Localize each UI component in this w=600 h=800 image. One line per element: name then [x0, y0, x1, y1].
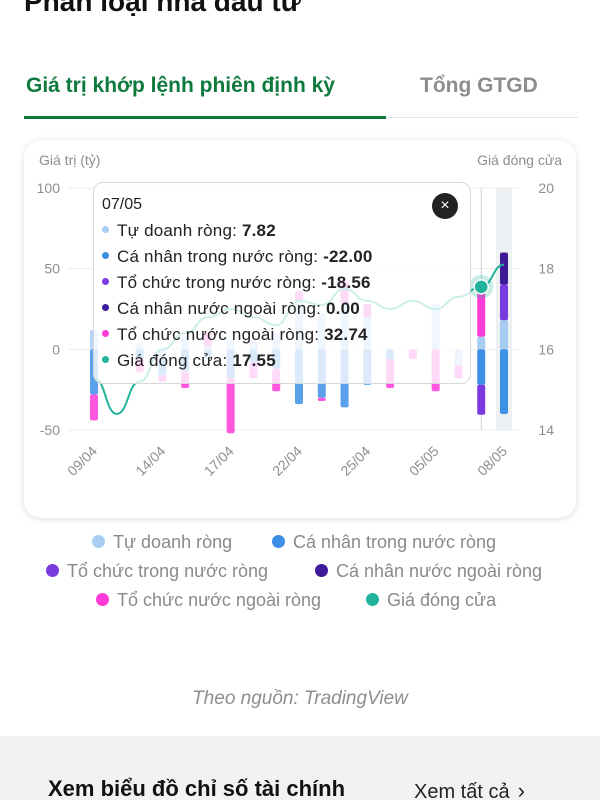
y-right-tick-label: 18 [538, 261, 554, 277]
tooltip-row: Tổ chức nước ngoài ròng: 32.74 [102, 325, 368, 345]
tooltip-dot-foreign-institution [102, 330, 109, 338]
investor-chart-card[interactable]: Giá trị (tỷ) Giá đóng cửa 100 50 0 -50 20 18 1… [24, 140, 576, 518]
tooltip-row: Giá đóng cửa: 17.55 [102, 351, 276, 371]
x-tick-label: 17/04 [201, 443, 237, 479]
tooltip-dot-domestic-institution [102, 278, 109, 286]
bar-segment [477, 336, 486, 350]
legend-label: Cá nhân nước ngoài ròng [336, 561, 542, 581]
bar-segment [226, 378, 235, 434]
tooltip-dot-domestic-individual [102, 252, 109, 260]
legend-item-close-price[interactable]: Giá đóng cửa [366, 590, 496, 611]
left-axis-title: Giá trị (tỷ) [39, 152, 101, 168]
tooltip-value: 17.55 [232, 351, 276, 370]
financial-chart-title: Xem biểu đồ chỉ số tài chính [48, 776, 346, 800]
y-right-tick-label: 14 [538, 422, 554, 438]
legend-item-domestic-individual[interactable]: Cá nhân trong nước ròng [272, 532, 496, 553]
close-icon[interactable]: × [432, 193, 458, 219]
x-tick-label: 08/05 [474, 443, 510, 479]
selected-point [473, 279, 489, 295]
legend-dot [272, 534, 285, 548]
y-left-tick-label: 0 [52, 341, 60, 357]
legend-row-1: Tự doanh ròng Cá nhân trong nước ròng [0, 532, 600, 554]
legend-row-3: Tổ chức nước ngoài ròng Giá đóng cửa [0, 590, 600, 612]
bar-segment [500, 349, 508, 414]
see-all-label: Xem tất cả [414, 781, 510, 800]
legend-label: Tổ chức nước ngoài ròng [117, 590, 322, 610]
tooltip-row: Tổ chức trong nước ròng: -18.56 [102, 273, 371, 293]
legend-dot [96, 592, 109, 606]
chevron-right-icon: › [517, 778, 525, 800]
section-title: Phân loại nhà đầu tư [24, 0, 301, 17]
tooltip-row: Cá nhân trong nước ròng: -22.00 [102, 247, 373, 267]
y-left-tick-label: -50 [40, 422, 60, 438]
tab-matched-value[interactable]: Giá trị khớp lệnh phiên định kỳ [26, 74, 335, 97]
tooltip-label: Cá nhân nước ngoài ròng: [117, 299, 326, 318]
bar-segment [500, 252, 508, 285]
source-text: Theo nguồn: TradingView [192, 688, 408, 709]
tooltip-value: 0.00 [326, 299, 360, 318]
tooltip-dot-close-price [102, 356, 109, 364]
legend-dot [92, 534, 105, 548]
bar-segment [477, 349, 486, 385]
tooltip-dot-foreign-individual [102, 304, 109, 312]
right-axis-title: Giá đóng cửa [477, 152, 562, 168]
bar-segment [477, 384, 486, 415]
y-right-tick-label: 20 [538, 180, 554, 196]
tooltip-value: 7.82 [241, 221, 276, 240]
tooltip-value: -22.00 [323, 247, 373, 266]
active-tab-indicator [24, 116, 386, 119]
tooltip-label: Tự doanh ròng: [117, 221, 242, 240]
bar-segment [90, 394, 98, 421]
tooltip-row: Tự doanh ròng: 7.82 [102, 221, 276, 241]
tooltip-label: Cá nhân trong nước ròng: [117, 247, 324, 266]
legend-item-foreign-individual[interactable]: Cá nhân nước ngoài ròng [315, 561, 542, 582]
tooltip-label: Tổ chức trong nước ròng: [117, 273, 322, 292]
tab-total-value[interactable]: Tổng GTGD [420, 74, 538, 97]
y-left-tick-label: 50 [44, 261, 60, 277]
bar-segment [477, 283, 486, 337]
tooltip-value: -18.56 [321, 273, 371, 292]
x-tick-label: 14/04 [132, 443, 168, 479]
bar-segment [500, 320, 508, 350]
tooltip-date: 07/05 [102, 196, 143, 213]
chart-tooltip: 07/05 × Tự doanh ròng: 7.82 Cá nhân tron… [93, 182, 471, 384]
legend-item-foreign-institution[interactable]: Tổ chức nước ngoài ròng [96, 590, 321, 611]
see-all-link[interactable]: Xem tất cả › [414, 778, 525, 800]
bar-segment [317, 397, 326, 401]
x-tick-label: 09/04 [64, 443, 100, 479]
legend-dot [46, 563, 59, 577]
tooltip-label: Giá đóng cửa: [117, 351, 233, 370]
tooltip-dot-proprietary [102, 226, 109, 234]
tooltip-row: Cá nhân nước ngoài ròng: 0.00 [102, 299, 360, 319]
x-tick-label: 05/05 [406, 443, 442, 479]
y-right-tick-label: 16 [538, 341, 554, 357]
legend-item-domestic-institution[interactable]: Tổ chức trong nước ròng [46, 561, 268, 582]
legend-label: Giá đóng cửa [387, 590, 497, 610]
y-left-tick-label: 100 [37, 180, 61, 196]
tab-bar: Giá trị khớp lệnh phiên định kỳ Tổng GTG… [24, 68, 578, 119]
legend-row-2: Tổ chức trong nước ròng Cá nhân nước ngo… [0, 561, 600, 583]
x-tick-label: 22/04 [269, 443, 305, 479]
tooltip-value: 32.74 [324, 325, 368, 344]
bar-segment [500, 284, 508, 321]
tooltip-label: Tổ chức nước ngoài ròng: [117, 325, 325, 344]
legend-item-proprietary[interactable]: Tự doanh ròng [92, 532, 232, 553]
legend-dot [366, 592, 379, 606]
legend-label: Cá nhân trong nước ròng [293, 532, 496, 552]
legend-label: Tổ chức trong nước ròng [67, 561, 268, 581]
x-tick-label: 25/04 [337, 443, 373, 479]
legend-dot [315, 563, 328, 577]
legend-label: Tự doanh ròng [113, 532, 233, 552]
bottom-section [0, 736, 600, 800]
